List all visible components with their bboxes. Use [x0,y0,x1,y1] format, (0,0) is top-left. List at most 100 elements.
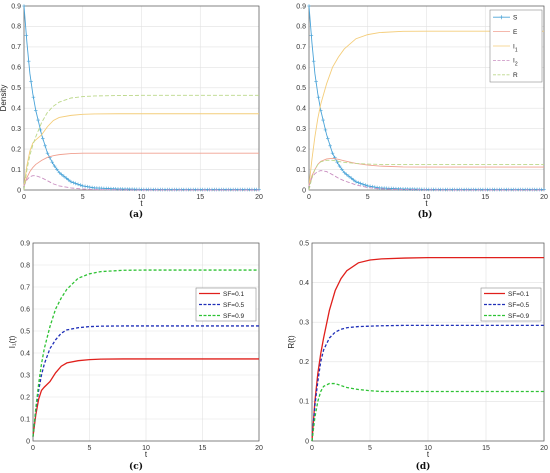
series-marker [78,183,83,187]
legend-label: SF=0.5 [223,302,245,309]
series-marker [328,144,332,148]
y-tick-label: 0.8 [11,24,21,31]
y-tick-label: 0.1 [20,416,30,423]
y-tick-label: 0 [26,438,30,445]
series-marker [365,184,370,188]
x-tick-label: 0 [22,194,26,201]
axes-frame [311,242,545,442]
y-tick-label: 0.5 [11,85,21,92]
series-marker [311,59,316,63]
legend-label: SF=0.5 [508,302,530,309]
series-marker [373,185,377,189]
series-marker [340,167,344,172]
series-marker [85,184,90,189]
series-line-i-1 [308,30,544,186]
series-marker [24,33,29,38]
series-marker [55,167,59,172]
y-axis-label: I₁(t) [8,335,17,348]
legend-label: SF=0.9 [508,313,530,320]
y-tick-label: 0.4 [20,350,30,357]
y-tick-label: 0.2 [11,146,21,153]
y-tick-label: 0.4 [296,106,306,113]
y-tick-label: 0.2 [296,146,306,153]
series-marker [307,4,311,8]
series-marker [356,180,361,185]
y-tick-label: 0.4 [299,280,309,287]
legend-label: SF=0.1 [508,291,530,298]
y-tick-label: 0.7 [20,284,30,291]
series-marker [64,176,69,180]
x-tick-label: 0 [307,194,311,201]
y-tick-label: 0.6 [11,65,21,72]
series-marker [358,181,363,186]
x-tick-label: 5 [368,445,372,452]
x-tick-label: 20 [540,445,548,452]
x-tick-label: 10 [423,194,431,201]
series-marker [71,180,76,185]
panel-caption: (d) [416,461,431,472]
series-marker [76,182,80,187]
y-tick-label: 0.1 [299,399,309,406]
x-tick-label: 20 [255,194,263,201]
legend-label: I2 [513,58,518,68]
series-line-sf-0-5 [311,324,544,442]
series-marker [69,180,73,184]
series-marker [361,182,365,187]
legend: SE I1 I2 R [489,9,543,83]
legend-label: E [513,29,518,36]
series-line-i-2 [308,170,544,191]
y-tick-label: 0 [17,187,21,194]
x-tick-label: 0 [310,445,314,452]
series-marker [45,151,50,155]
series-marker [335,160,339,164]
series-marker [344,172,349,177]
x-tick-label: 15 [481,194,489,201]
y-tick-label: 0 [302,187,306,194]
x-tick-label: 20 [255,445,263,452]
series-marker [337,164,342,168]
y-tick-label: 0.7 [296,44,306,51]
y-tick-label: 0.2 [299,359,309,366]
x-axis-label: t [425,199,428,208]
panel-caption: (a) [129,209,143,220]
x-tick-label: 5 [88,445,92,452]
y-tick-label: 0.1 [11,167,21,174]
panel-caption: (c) [129,461,143,472]
x-tick-label: 10 [424,445,432,452]
y-tick-label: 0.9 [20,240,30,247]
series-marker [330,151,335,155]
y-tick-label: 0.2 [20,394,30,401]
series-marker [363,183,368,187]
x-axis-label: t [427,450,430,459]
y-tick-label: 0.5 [299,240,309,247]
y-tick-label: 0.3 [296,126,306,133]
x-tick-label: 10 [138,194,146,201]
y-tick-label: 0.5 [296,85,306,92]
series-marker [321,118,325,122]
series-marker [80,184,85,188]
legend-label: R [513,72,518,79]
x-tick-label: 15 [196,194,204,201]
y-tick-label: 0.6 [20,306,30,313]
series-line-r [308,159,544,191]
series-marker [62,174,66,179]
y-tick-label: 0.6 [296,65,306,72]
series-marker [314,79,318,84]
panel-caption: (b) [418,209,433,220]
series-line-r [23,94,259,191]
series-marker [26,59,31,63]
y-tick-label: 0 [305,438,309,445]
x-tick-label: 0 [31,445,35,452]
y-tick-label: 0.9 [296,3,306,10]
series-marker [33,108,38,113]
y-tick-label: 0.7 [11,44,21,51]
series-line-i-2 [23,175,259,191]
series-marker [309,33,314,38]
chart-panel-c: 0 0.1 0.2 0.3 0.4 0.5 0.6 0.7 0.8 0.9 0 5 10 15 20 t I₁(… [8,240,263,472]
y-tick-label: 0.3 [20,372,30,379]
y-tick-label: 0.9 [11,3,21,10]
y-tick-label: 0.8 [296,24,306,31]
series-marker [326,136,330,141]
y-tick-label: 0.4 [11,106,21,113]
